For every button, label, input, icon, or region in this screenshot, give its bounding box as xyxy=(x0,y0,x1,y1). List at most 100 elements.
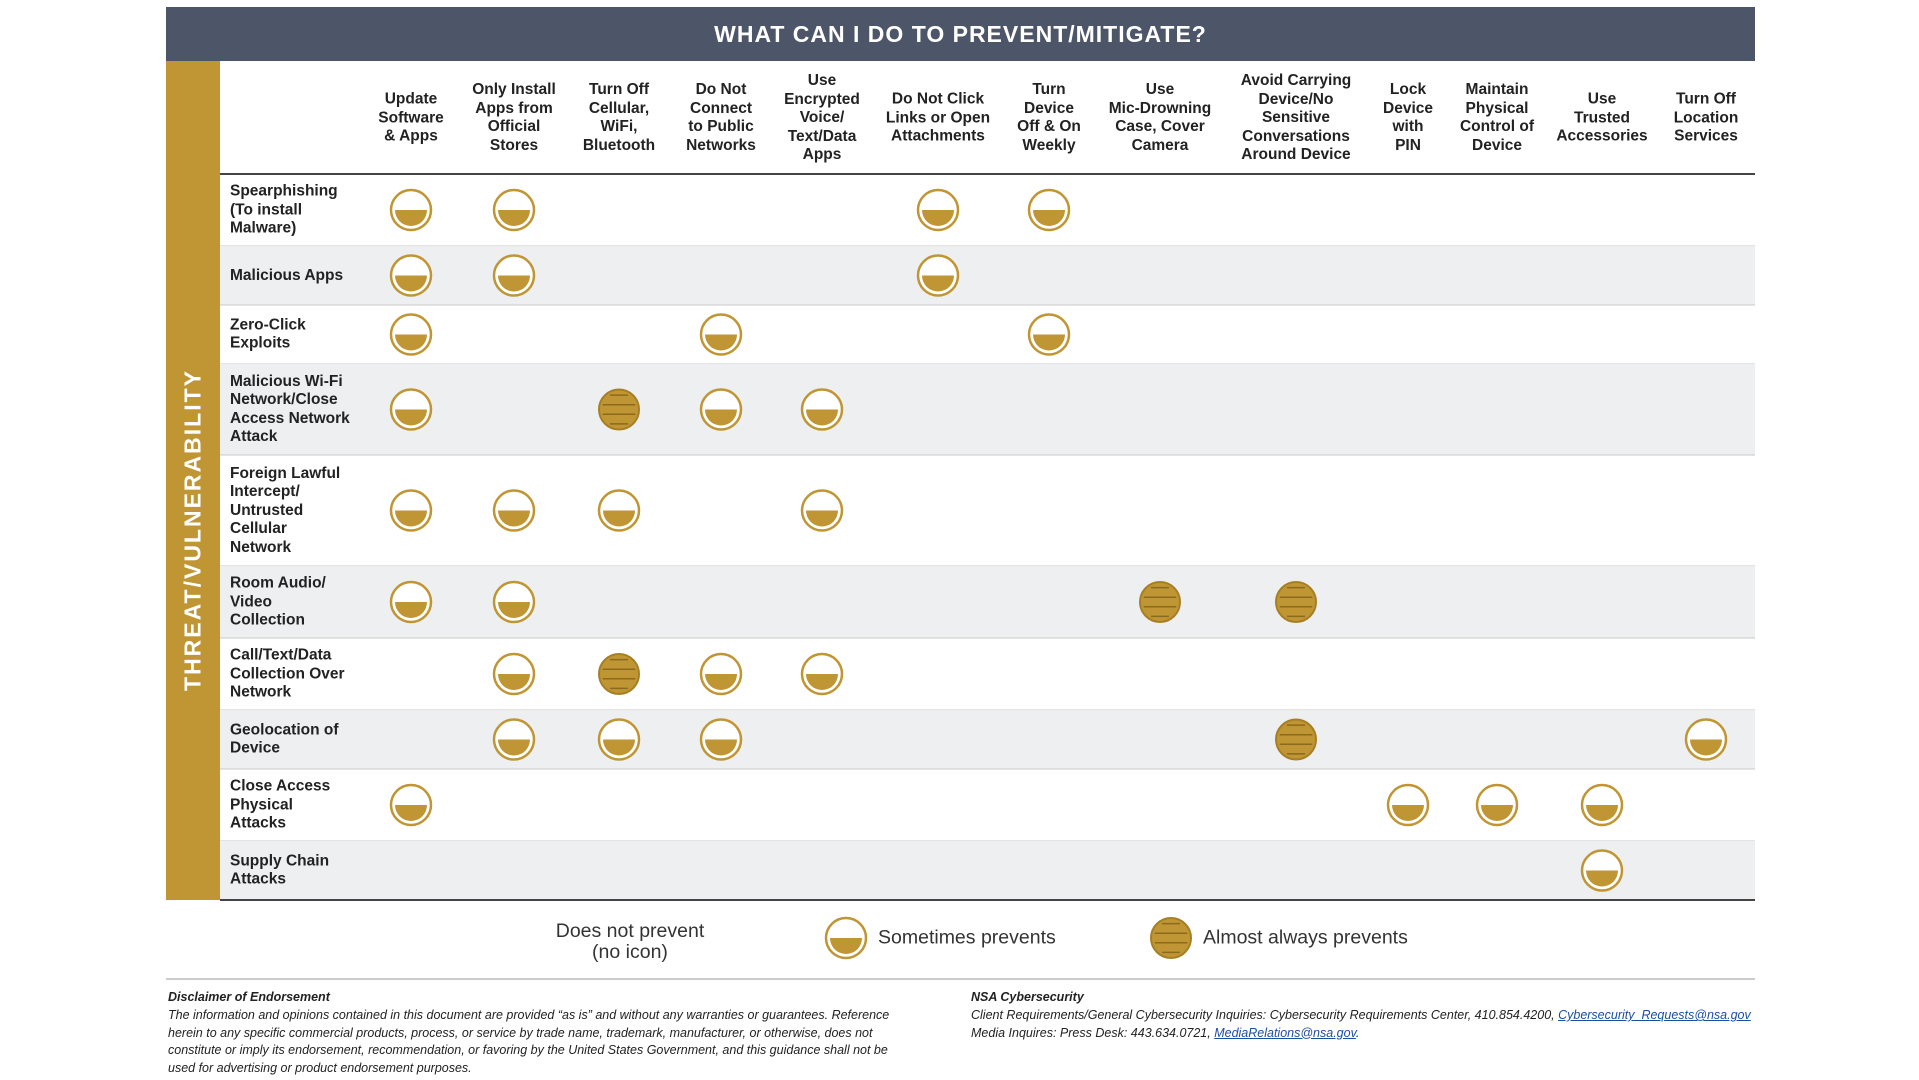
contact-text: Client Requirements/General Cybersecurit… xyxy=(971,1008,1559,1022)
row-label: Malicious Wi-Fi Network/Close Access Net… xyxy=(230,372,350,446)
icon-fill xyxy=(498,602,530,618)
contact-line: Media Inquires: Press Desk: 443.634.0721… xyxy=(971,1025,1359,1043)
icon-fill xyxy=(806,510,838,527)
contact-title: NSA Cybersecurity xyxy=(971,990,1084,1004)
icon-fill xyxy=(395,805,427,821)
icon-fill xyxy=(498,275,530,292)
disclaimer-text: herein to any specific commercial produc… xyxy=(168,1025,873,1040)
icon-half xyxy=(699,652,743,696)
contact-text: Media Inquires: Press Desk: 443.634.0721… xyxy=(971,1025,1215,1040)
icon-half xyxy=(389,188,433,232)
icon-fill xyxy=(498,510,530,527)
row-label: Geolocation of Device xyxy=(230,721,339,757)
column-header: Use Encrypted Voice/ Text/Data Apps xyxy=(784,71,860,163)
icon-half xyxy=(492,718,536,761)
row-label: Spearphishing (To install Malware) xyxy=(230,182,338,237)
icon-ring xyxy=(598,653,640,695)
icon-ring xyxy=(1139,581,1181,623)
row-label: Call/Text/Data Collection Over Network xyxy=(230,646,345,701)
row-header: THREAT/VULNERABILITY xyxy=(179,369,206,691)
icon-half xyxy=(916,254,960,297)
row-shade xyxy=(220,246,1755,305)
icon-ring xyxy=(598,388,640,431)
icon-half xyxy=(389,254,433,297)
icon-half xyxy=(699,718,743,761)
row-shade xyxy=(220,710,1755,769)
icon-fill xyxy=(395,275,427,292)
icon-fill xyxy=(1690,739,1722,756)
column-header: Avoid Carrying Device/No Sensitive Conve… xyxy=(1240,71,1352,163)
column-header: Lock Device with PIN xyxy=(1383,81,1433,154)
row-shade xyxy=(220,566,1755,638)
icon-striped xyxy=(1275,718,1317,761)
icon-fill xyxy=(395,409,427,426)
column-header: Turn Off Cellular, WiFi, Bluetooth xyxy=(582,81,656,154)
column-header: Do Not Connect to Public Networks xyxy=(686,81,756,154)
icon-half xyxy=(699,388,743,431)
header-title: WHAT CAN I DO TO PREVENT/MITIGATE? xyxy=(714,21,1207,47)
icon-fill xyxy=(1392,805,1424,821)
column-header: Turn Off Location Services xyxy=(1673,90,1739,145)
disclaimer-title: Disclaimer of Endorsement xyxy=(168,990,330,1004)
icon-half xyxy=(800,652,844,696)
icon-half xyxy=(1580,849,1624,892)
icon-fill xyxy=(1481,805,1513,821)
column-header: Update Software & Apps xyxy=(378,90,444,145)
column-header: Do Not Click Links or Open Attachments xyxy=(885,90,991,145)
disclaimer-text: used for advertising or product endorsem… xyxy=(168,1060,472,1075)
icon-fill xyxy=(395,602,427,618)
contact-link[interactable]: MediaRelations@nsa.gov xyxy=(1214,1025,1356,1040)
row-label: Supply Chain Attacks xyxy=(230,852,330,888)
icon-striped xyxy=(1139,581,1181,623)
icon-half xyxy=(1684,718,1728,761)
column-header: Use Mic-Drowning Case, Cover Camera xyxy=(1108,81,1212,154)
legend-label: Sometimes prevents xyxy=(878,926,1056,949)
icon-half xyxy=(492,580,536,624)
icon-fill xyxy=(705,409,737,426)
row-header-bar xyxy=(166,61,220,900)
row-shade xyxy=(220,841,1755,900)
icon-half xyxy=(916,188,960,232)
icon-striped xyxy=(1275,581,1317,623)
row-label: Zero-Click Exploits xyxy=(230,316,306,352)
icon-fill xyxy=(395,510,427,527)
icon-fill xyxy=(830,938,862,954)
icon-half xyxy=(1027,313,1071,356)
icon-half xyxy=(1475,783,1519,827)
column-header: Turn Device Off & On Weekly xyxy=(1017,81,1081,154)
icon-ring xyxy=(1275,581,1317,623)
column-header: Only Install Apps from Official Stores xyxy=(472,81,556,154)
icon-half xyxy=(389,580,433,624)
contact-line: Client Requirements/General Cybersecurit… xyxy=(971,1007,1751,1025)
column-header: Use Trusted Accessories xyxy=(1556,90,1648,145)
icon-half xyxy=(597,489,641,532)
icon-striped xyxy=(598,653,640,695)
disclaimer-text: constitute or imply its endorsement, rec… xyxy=(168,1043,888,1058)
icon-half xyxy=(800,489,844,532)
disclaimer-text: The information and opinions contained i… xyxy=(168,1008,890,1022)
icon-fill xyxy=(1033,210,1065,226)
icon-fill xyxy=(1586,805,1618,821)
icon-half xyxy=(1027,188,1071,232)
contact-suffix: . xyxy=(1355,1025,1360,1040)
icon-fill xyxy=(705,674,737,690)
row-shade xyxy=(220,364,1755,455)
icon-striped xyxy=(1150,917,1192,959)
row-label: Malicious Apps xyxy=(230,266,344,284)
icon-half xyxy=(492,652,536,696)
column-header: Maintain Physical Control of Device xyxy=(1459,81,1535,154)
contact-link[interactable]: Cybersecurity_Requests@nsa.gov xyxy=(1558,1008,1751,1022)
legend-label: Almost always prevents xyxy=(1203,926,1408,949)
icon-fill xyxy=(806,409,838,426)
icon-half xyxy=(389,313,433,356)
icon-fill xyxy=(603,510,635,527)
icon-half xyxy=(1580,783,1624,827)
icon-half xyxy=(389,489,433,532)
icon-fill xyxy=(498,674,530,690)
icon-fill xyxy=(395,334,427,351)
icon-fill xyxy=(1586,870,1618,887)
icon-fill xyxy=(498,739,530,756)
row-label: Close Access Physical Attacks xyxy=(230,777,331,832)
icon-half xyxy=(389,783,433,827)
